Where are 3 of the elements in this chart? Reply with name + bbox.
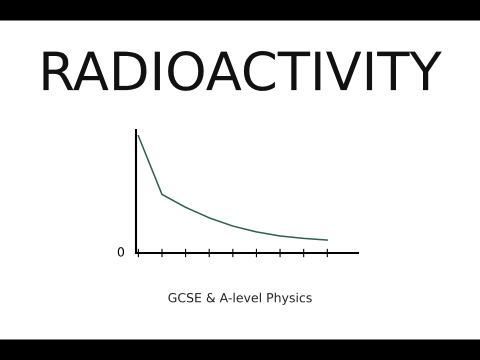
- text: GCSE & A-level Physics: [168, 292, 312, 305]
- chart-title: RADIOACTIVITY: [43, 50, 442, 91]
- text: 0: [118, 247, 124, 257]
